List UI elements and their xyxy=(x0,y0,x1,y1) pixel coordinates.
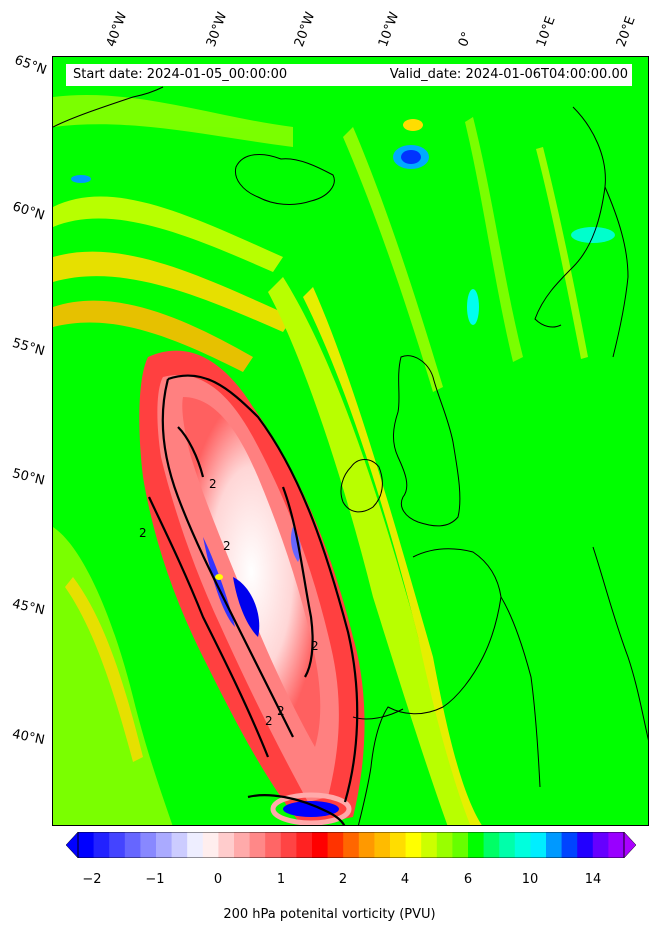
colorbar-segments xyxy=(78,832,625,858)
colorbar-segment xyxy=(577,832,594,858)
pv-streamer xyxy=(139,350,365,825)
colorbar-segment xyxy=(296,832,313,858)
colorbar-tick: 6 xyxy=(463,872,473,887)
colorbar-segment xyxy=(78,832,95,858)
lat-label-55n: 55°N xyxy=(10,335,47,360)
colorbar-tick: −2 xyxy=(82,872,102,887)
colorbar-segment xyxy=(358,832,375,858)
colorbar xyxy=(66,832,636,858)
colorbar-tick: 0 xyxy=(213,872,223,887)
lon-label-10e: 10°E xyxy=(533,14,559,50)
colorbar-segment xyxy=(140,832,157,858)
colorbar-segment xyxy=(499,832,516,858)
colorbar-segment xyxy=(312,832,329,858)
colorbar-segment xyxy=(546,832,563,858)
colorbar-extend-max xyxy=(623,832,636,858)
colorbar-segment xyxy=(327,832,344,858)
colorbar-extend-min xyxy=(66,832,79,858)
colorbar-tick: 10 xyxy=(521,872,539,887)
colorbar-segment xyxy=(452,832,469,858)
lon-label-40w: 40°W xyxy=(103,10,131,49)
colorbar-segment xyxy=(374,832,391,858)
colorbar-segment xyxy=(124,832,141,858)
colorbar-tick: 2 xyxy=(338,872,348,887)
lat-label-65n: 65°N xyxy=(12,52,49,79)
colorbar-segment xyxy=(405,832,422,858)
colorbar-segment xyxy=(608,832,625,858)
colorbar-segment xyxy=(592,832,609,858)
colorbar-segment xyxy=(187,832,204,858)
colorbar-segment xyxy=(280,832,297,858)
start-date: Start date: 2024-01-05_00:00:00 xyxy=(73,67,288,82)
contour-label: 2 xyxy=(265,714,273,728)
contour-label: 2 xyxy=(311,639,319,653)
colorbar-tick: 14 xyxy=(584,872,602,887)
pv-map: 2 2 2 2 2 2 xyxy=(52,56,649,826)
lat-label-45n: 45°N xyxy=(10,596,47,619)
colorbar-segment xyxy=(109,832,126,858)
colorbar-segment xyxy=(171,832,188,858)
colorbar-label: 200 hPa potenital vorticity (PVU) xyxy=(223,907,436,922)
pv-2-contours xyxy=(148,374,359,825)
colorbar-segment xyxy=(93,832,110,858)
colorbar-segment xyxy=(561,832,578,858)
colorbar-tick: 4 xyxy=(400,872,410,887)
pv-field: 2 2 2 2 2 2 xyxy=(53,57,648,825)
colorbar-segment xyxy=(421,832,438,858)
colorbar-segment xyxy=(265,832,282,858)
colorbar-segment xyxy=(156,832,173,858)
colorbar-segment xyxy=(202,832,219,858)
valid-date: Valid_date: 2024-01-06T04:00:00.00 xyxy=(389,67,628,82)
contour-label: 2 xyxy=(277,704,285,718)
colorbar-segment xyxy=(514,832,531,858)
colorbar-segment xyxy=(436,832,453,858)
lon-label-30w: 30°W xyxy=(203,10,231,49)
colorbar-segment xyxy=(530,832,547,858)
colorbar-segment xyxy=(249,832,266,858)
colorbar-segment xyxy=(468,832,485,858)
colorbar-outline xyxy=(77,832,625,858)
lon-label-20e: 20°E xyxy=(613,14,639,50)
colorbar-tick: 1 xyxy=(276,872,286,887)
lon-label-0: 0° xyxy=(455,29,476,49)
colorbar-segment xyxy=(218,832,235,858)
colorbar-segment xyxy=(390,832,407,858)
lon-label-10w: 10°W xyxy=(375,10,403,49)
contour-label: 2 xyxy=(139,526,147,540)
colorbar-segment xyxy=(343,832,360,858)
pv-bands xyxy=(53,94,588,825)
date-banner: Start date: 2024-01-05_00:00:00 Valid_da… xyxy=(66,64,632,86)
coastlines xyxy=(53,86,648,825)
contour-label: 2 xyxy=(209,477,217,491)
lat-label-60n: 60°N xyxy=(10,199,47,224)
colorbar-tick: −1 xyxy=(145,872,165,887)
lat-label-40n: 40°N xyxy=(10,726,46,749)
lat-label-50n: 50°N xyxy=(10,466,47,489)
lon-label-20w: 20°W xyxy=(291,10,319,49)
contour-labels: 2 2 2 2 2 2 xyxy=(139,477,319,728)
colorbar-segment xyxy=(234,832,251,858)
colorbar-segment xyxy=(483,832,500,858)
contour-label: 2 xyxy=(223,539,231,553)
